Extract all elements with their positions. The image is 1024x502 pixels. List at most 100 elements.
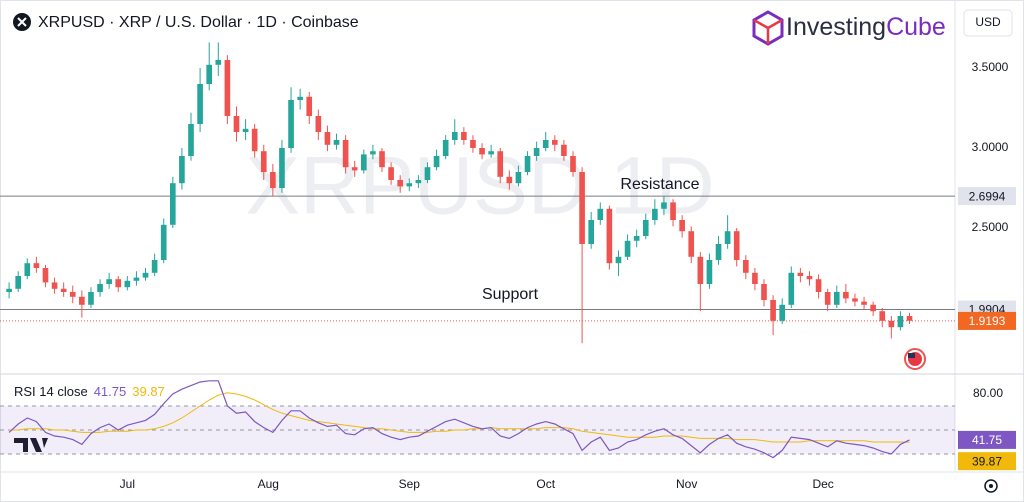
candle-body	[233, 116, 240, 132]
candle-body	[160, 224, 167, 260]
y-tick-label: 3.5000	[972, 60, 1009, 74]
candle-body	[133, 277, 140, 281]
candle-body	[843, 292, 849, 299]
candle-body	[852, 298, 858, 302]
candle-body	[42, 268, 49, 283]
candle-body	[79, 296, 85, 305]
logo-text-1: Investing	[786, 13, 886, 41]
rsi-value-label: 41.75	[972, 433, 1002, 447]
candle-body	[333, 140, 340, 145]
rsi-tick-label: 80.00	[973, 386, 1003, 400]
candle-body	[588, 220, 595, 244]
settings-icon-center[interactable]	[989, 484, 993, 488]
x-tick-label: Dec	[812, 477, 833, 491]
candle-body	[597, 208, 604, 220]
candle-body	[24, 263, 31, 276]
candle-body	[533, 148, 540, 156]
level-label: 2.6994	[969, 189, 1006, 203]
candle-body	[288, 100, 294, 148]
candle-body	[561, 144, 567, 156]
candle-body	[761, 284, 767, 300]
candle-body	[551, 140, 558, 145]
candle-body	[752, 272, 758, 284]
candle-body	[506, 176, 513, 184]
currency-button[interactable]	[963, 9, 1013, 37]
candle-body	[406, 183, 413, 187]
candle-body	[888, 320, 895, 328]
candle-body	[788, 272, 795, 305]
rsi-legend-item: 39.87	[132, 384, 165, 399]
candle-body	[642, 220, 649, 236]
candle-body	[451, 132, 458, 140]
candle-body	[542, 140, 549, 148]
candle-body	[370, 151, 376, 155]
rsi-value-label: 39.87	[972, 454, 1002, 468]
candle-body	[179, 156, 185, 184]
candle-body	[215, 60, 222, 65]
flag-canton	[908, 353, 915, 358]
candle-body	[779, 304, 786, 321]
candle-body	[806, 276, 813, 280]
candle-body	[260, 151, 267, 172]
candle-body	[615, 256, 622, 264]
candle-body	[797, 272, 804, 276]
candle-body	[60, 288, 67, 292]
last-price-label: 1.9193	[969, 314, 1006, 328]
candle-body	[360, 154, 367, 171]
x-tick-label: Nov	[676, 477, 697, 491]
annotation: Support	[482, 286, 539, 303]
candle-body	[770, 300, 776, 321]
rsi-value-box	[958, 430, 1016, 449]
x-tick-label: Sep	[399, 477, 421, 491]
candle-body	[188, 124, 194, 156]
candle-body	[51, 282, 58, 289]
x-tick-label: Oct	[536, 477, 555, 491]
candle-body	[861, 301, 867, 305]
y-tick-label: 2.5000	[972, 220, 1009, 234]
candle-body	[461, 132, 467, 140]
candle-body	[815, 279, 822, 292]
candle-body	[206, 64, 213, 84]
candle-body	[442, 140, 449, 156]
candle-body	[515, 172, 522, 184]
candle-body	[169, 183, 176, 225]
logo-text: InvestingCube	[786, 13, 946, 41]
candle-body	[870, 304, 876, 312]
candle-body	[715, 244, 722, 260]
chart-title: XRPUSD · XRP / U.S. Dollar · 1D · Coinba…	[38, 14, 359, 31]
candle-body	[388, 167, 394, 180]
settings-icon[interactable]	[984, 479, 998, 493]
candle-body	[69, 292, 76, 297]
rsi-legend-item: RSI 14 close	[14, 384, 88, 399]
candle-body	[324, 132, 331, 145]
symbol-icon-mark	[17, 17, 27, 27]
candle-body	[297, 96, 303, 100]
candle-body	[624, 240, 631, 257]
candle-body	[688, 231, 695, 257]
candle-body	[142, 272, 149, 278]
candle-body	[906, 316, 913, 321]
candle-body	[415, 180, 422, 184]
currency-label[interactable]: USD	[975, 15, 1001, 29]
candle-body	[733, 231, 740, 260]
candle-body	[6, 288, 12, 292]
candle-body	[151, 260, 158, 273]
rsi-line	[8, 380, 910, 459]
candle-body	[488, 151, 494, 155]
candle-body	[633, 236, 640, 241]
candle-body	[570, 156, 576, 172]
logo-icon-inner	[753, 18, 783, 44]
x-tick-label: Jul	[120, 477, 135, 491]
candle-body	[824, 292, 831, 305]
watermark: XRPUSD 1D	[245, 141, 714, 232]
candle-body	[833, 292, 840, 305]
candle-body	[652, 208, 658, 220]
candle-body	[497, 151, 504, 177]
candle-body	[279, 148, 285, 188]
candle-body	[15, 276, 22, 289]
rsi-legend: RSI 14 close 41.75 39.87	[14, 384, 165, 399]
rsi-ma-line	[9, 392, 910, 443]
candle-body	[33, 263, 40, 268]
